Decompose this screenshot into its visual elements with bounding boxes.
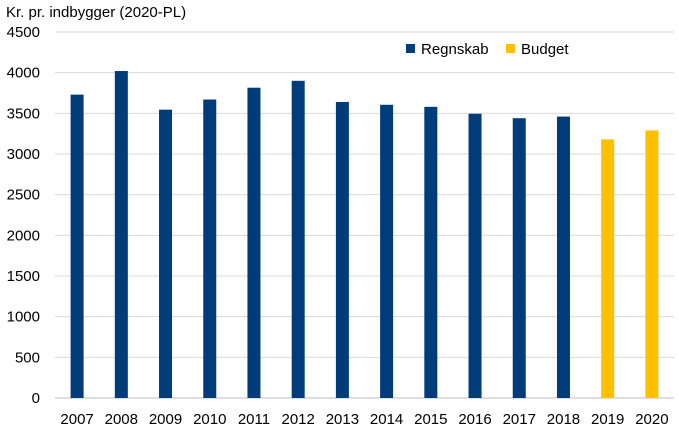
legend: Regnskab Budget (406, 41, 569, 58)
legend-label-regnskab: Regnskab (421, 41, 489, 58)
y-tick-label: 3000 (7, 146, 40, 163)
x-tick-label: 2016 (458, 411, 491, 428)
bar-budget-2019 (601, 139, 615, 399)
bar-regnskab-2011 (247, 87, 261, 399)
bar-regnskab-2015 (424, 106, 438, 399)
gridlines (55, 31, 674, 399)
x-tick-label: 2020 (635, 411, 668, 428)
bar-regnskab-2013 (335, 101, 349, 399)
legend-label-budget: Budget (521, 41, 569, 58)
x-tick-label: 2019 (591, 411, 624, 428)
bar-budget-2020 (645, 130, 659, 398)
y-tick-label: 3500 (7, 105, 40, 122)
y-tick-label: 2000 (7, 227, 40, 244)
legend-swatch-regnskab (406, 44, 415, 53)
x-tick-label: 2015 (414, 411, 447, 428)
x-tick-label: 2017 (503, 411, 536, 428)
y-tick-label: 0 (32, 390, 40, 407)
y-tick-label: 4500 (7, 24, 40, 41)
x-tick-label: 2014 (370, 411, 403, 428)
x-axis-ticks: 2007 2008 2009 2010 2011 2012 2013 2014 2015 2016… (60, 411, 668, 428)
y-tick-label: 4000 (7, 65, 40, 82)
x-tick-label: 2013 (326, 411, 359, 428)
x-tick-label: 2018 (547, 411, 580, 428)
y-tick-label: 500 (15, 349, 40, 366)
x-tick-label: 2011 (238, 411, 270, 428)
x-tick-label: 2007 (60, 411, 93, 428)
bar-regnskab-2016 (468, 113, 482, 399)
x-tick-label: 2012 (281, 411, 314, 428)
y-tick-label: 2500 (7, 187, 40, 204)
bars (70, 71, 659, 399)
bar-regnskab-2012 (291, 80, 305, 399)
x-tick-label: 2008 (105, 411, 138, 428)
bar-regnskab-2014 (380, 104, 394, 398)
chart-title: Kr. pr. indbygger (2020-PL) (6, 4, 186, 21)
y-axis-ticks: 0 500 1000 1500 2000 2500 3000 3500 4000 4500 (7, 24, 40, 407)
y-tick-label: 1500 (7, 268, 40, 285)
bar-regnskab-2017 (512, 118, 526, 399)
x-tick-label: 2010 (193, 411, 226, 428)
y-tick-label: 1000 (7, 309, 40, 326)
bar-regnskab-2007 (70, 94, 84, 399)
bar-regnskab-2010 (203, 99, 217, 399)
x-tick-label: 2009 (149, 411, 182, 428)
legend-swatch-budget (506, 44, 515, 53)
bar-regnskab-2009 (159, 109, 173, 398)
bar-regnskab-2008 (114, 71, 128, 398)
bar-regnskab-2018 (556, 116, 570, 398)
